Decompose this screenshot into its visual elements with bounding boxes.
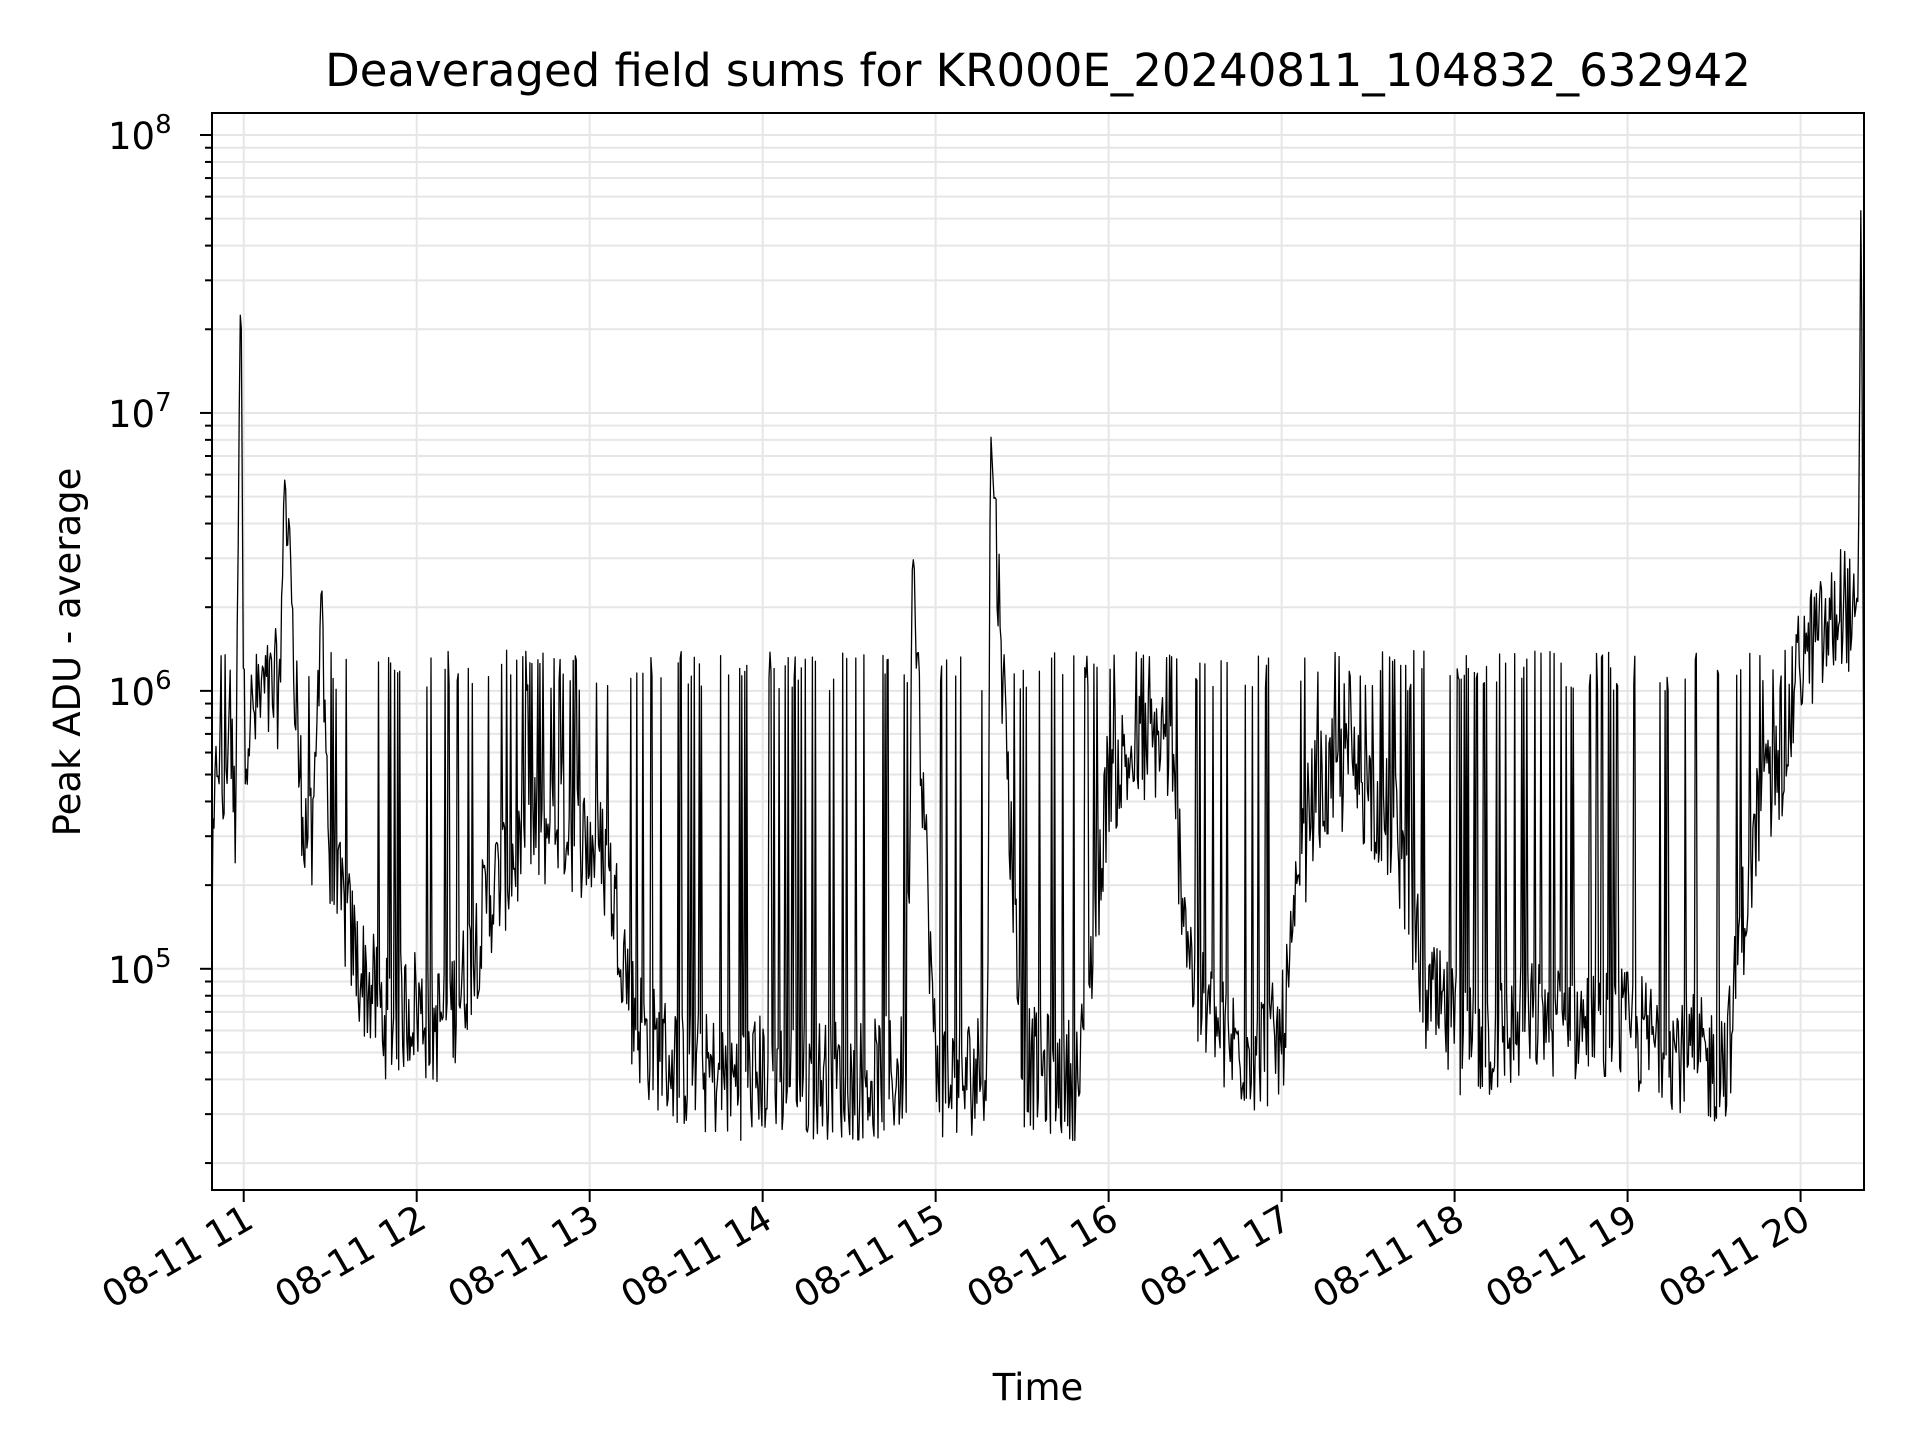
chart-title: Deaveraged field sums for KR000E_2024081… (325, 44, 1751, 97)
series-line (211, 210, 1865, 1142)
plot-frame (211, 112, 1865, 1191)
x-tick-label: 08-11 14 (614, 1197, 780, 1317)
x-tick-label: 08-11 11 (95, 1197, 261, 1317)
y-tick-label: 105 (108, 944, 172, 992)
series-layer (211, 210, 1865, 1142)
x-tick-label: 08-11 19 (1479, 1197, 1645, 1317)
y-axis-label: Peak ADU - average (46, 468, 89, 837)
x-tick-label: 08-11 20 (1652, 1197, 1818, 1317)
x-axis-label: Time (992, 1366, 1084, 1409)
y-tick-label: 106 (108, 666, 172, 714)
x-tick-label: 08-11 17 (1133, 1197, 1299, 1317)
x-tick-label: 08-11 12 (268, 1197, 434, 1317)
y-tick-label: 108 (108, 110, 172, 158)
x-tick-label: 08-11 16 (960, 1197, 1126, 1317)
y-tick-label: 107 (108, 388, 172, 436)
x-tick-label: 08-11 13 (441, 1197, 607, 1317)
x-tick-label: 08-11 18 (1306, 1197, 1472, 1317)
x-tick-label: 08-11 15 (787, 1197, 953, 1317)
